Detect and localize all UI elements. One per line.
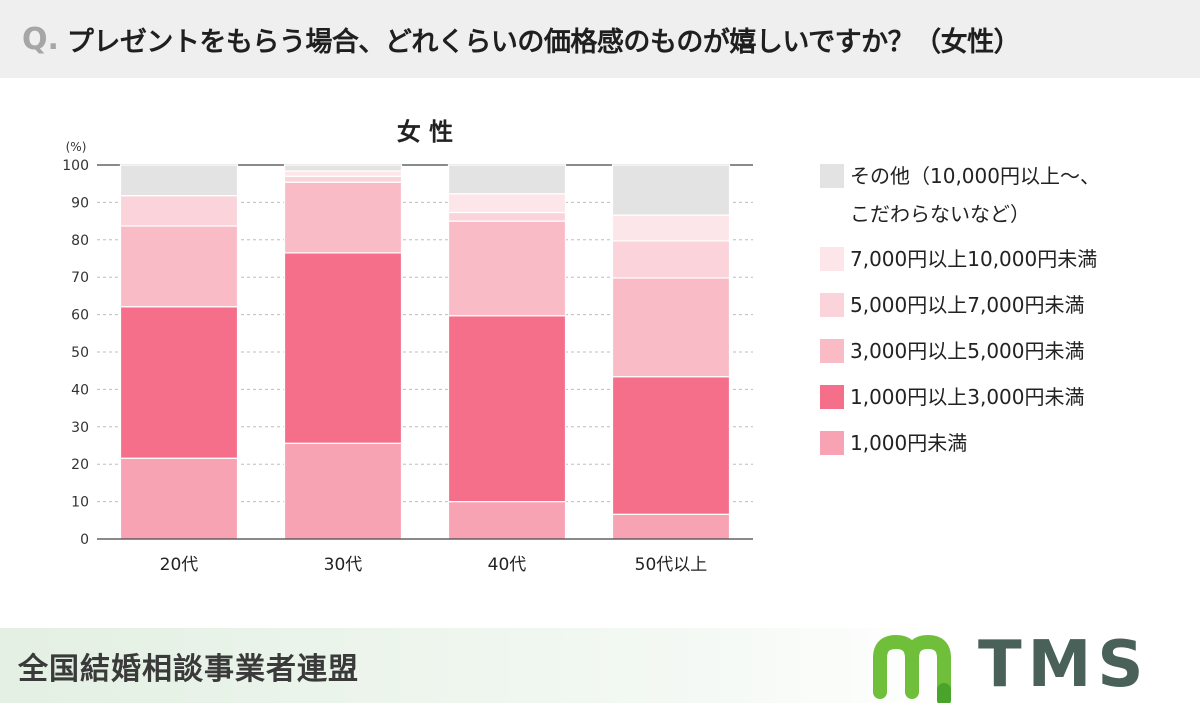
bar-segment	[119, 195, 239, 227]
stacked-bar-chart: 女 性 (%) 0 10 20 30 40 50 60 70 80 90 100 20代 30代 40代 50代…	[62, 118, 1100, 575]
y-tick-label: 0	[80, 532, 89, 548]
question-mark: Q.	[22, 21, 59, 57]
legend-label: 1,000円以上3,000円未満	[850, 385, 1085, 409]
y-tick-label: 60	[71, 308, 89, 324]
bar-segment	[283, 170, 403, 177]
question-header: Q. プレゼントをもらう場合、どれくらいの価格感のものが嬉しいですか？（女性）	[0, 0, 1200, 78]
bar-segment	[447, 211, 567, 222]
bar-segment	[119, 457, 239, 540]
tms-logo: TMS	[868, 628, 1200, 707]
bar-segment	[611, 240, 731, 279]
bar-segment	[611, 376, 731, 515]
bar-segment	[447, 164, 567, 195]
y-tick-label: 10	[71, 495, 89, 511]
legend-swatch	[820, 164, 844, 188]
y-tick-label: 100	[62, 158, 89, 174]
legend-label: 1,000円未満	[850, 431, 967, 455]
legend-label: 5,000円以上7,000円未満	[850, 293, 1085, 317]
x-tick-label: 40代	[488, 555, 527, 575]
bar-segment	[611, 513, 731, 540]
legend-swatch	[820, 385, 844, 409]
bar-segment	[447, 315, 567, 503]
y-tick-label: 40	[71, 382, 89, 398]
chart-title: 女 性	[397, 118, 453, 146]
bar-segment	[611, 164, 731, 216]
y-tick-label: 30	[71, 420, 89, 436]
y-tick-label: 80	[71, 233, 89, 249]
bar-segment	[119, 306, 239, 459]
legend-label: 3,000円以上5,000円未満	[850, 339, 1085, 363]
bar-segment	[611, 277, 731, 378]
y-tick-label: 20	[71, 457, 89, 473]
bar-segment	[447, 193, 567, 214]
logo-text: TMS	[978, 628, 1150, 702]
y-unit-label: (%)	[66, 140, 87, 154]
legend-swatch	[820, 431, 844, 455]
bar-segment	[447, 220, 567, 317]
legend-label: 7,000円以上10,000円未満	[850, 247, 1097, 271]
logo-m-icon	[873, 634, 951, 707]
legend-label: その他（10,000円以上〜、	[850, 164, 1100, 188]
bar-segment	[283, 164, 403, 172]
x-tick-label: 50代以上	[635, 555, 708, 575]
legend-swatch	[820, 247, 844, 271]
bar-segment	[119, 225, 239, 308]
bar-segment	[283, 442, 403, 540]
bar-segment	[119, 164, 239, 197]
footer-bar: 全国結婚相談事業者連盟 TMS	[0, 628, 1200, 707]
question-text: プレゼントをもらう場合、どれくらいの価格感のものが嬉しいですか？（女性）	[66, 26, 1021, 58]
y-tick-label: 90	[71, 195, 89, 211]
bar-segment	[283, 181, 403, 254]
legend-label: こだわらないなど）	[850, 202, 1030, 226]
y-tick-label: 50	[71, 345, 89, 361]
legend-swatch	[820, 339, 844, 363]
bar-segment	[611, 214, 731, 242]
bar-segment	[283, 252, 403, 444]
legend-swatch	[820, 293, 844, 317]
bar-segment	[447, 501, 567, 540]
x-tick-label: 20代	[160, 555, 199, 575]
y-tick-label: 70	[71, 270, 89, 286]
bar-segment	[283, 175, 403, 183]
organization-name: 全国結婚相談事業者連盟	[18, 652, 359, 687]
x-tick-label: 30代	[324, 555, 363, 575]
